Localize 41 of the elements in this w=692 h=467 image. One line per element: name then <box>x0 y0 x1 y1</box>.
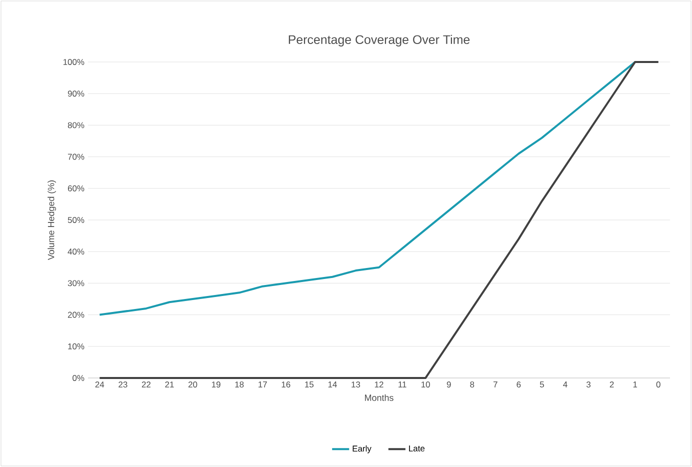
x-tick-label: 22 <box>142 382 150 388</box>
y-tick-label: 0% <box>72 374 84 381</box>
y-tick-label: 80% <box>68 122 84 128</box>
x-axis-title: Months <box>365 394 394 401</box>
x-tick-label: 18 <box>235 382 244 388</box>
x-tick-label: 0 <box>656 382 660 388</box>
legend-label: Early <box>352 445 372 454</box>
x-tick-label: 24 <box>95 382 104 388</box>
x-tick-label: 1 <box>633 382 638 388</box>
x-tick-label: 9 <box>446 382 451 388</box>
x-tick-label: 3 <box>586 382 591 388</box>
legend-label: Late <box>409 446 425 452</box>
x-tick-label: 16 <box>282 382 290 388</box>
x-tick-label: 23 <box>118 382 128 388</box>
x-tick-label: 20 <box>188 382 198 388</box>
y-tick-label: 20% <box>68 312 84 318</box>
y-tick-label: 30% <box>68 280 84 286</box>
x-tick-label: 19 <box>212 382 220 388</box>
y-tick-label: 40% <box>68 248 84 255</box>
x-tick-label: 7 <box>493 382 498 388</box>
y-tick-label: 90% <box>68 90 84 97</box>
x-tick-label: 21 <box>165 382 174 388</box>
x-tick-label: 11 <box>398 382 406 388</box>
y-tick-label: 50% <box>68 216 84 223</box>
x-tick-label: 2 <box>610 382 614 388</box>
x-tick-label: 5 <box>540 382 544 388</box>
x-tick-label: 4 <box>563 382 568 388</box>
y-tick-label: 60% <box>68 185 84 192</box>
y-tick-label: 70% <box>68 154 84 160</box>
x-tick-label: 12 <box>374 382 384 388</box>
x-tick-label: 6 <box>516 382 521 388</box>
x-tick-label: 14 <box>328 382 337 388</box>
y-tick-label: 100% <box>63 58 84 65</box>
y-tick-label: 10% <box>68 343 84 350</box>
x-tick-label: 10 <box>422 382 430 388</box>
x-tick-label: 13 <box>352 382 360 388</box>
x-tick-label: 15 <box>305 382 314 388</box>
y-axis-title: Volume Hedged (%) <box>48 180 56 260</box>
x-tick-label: 17 <box>258 382 267 388</box>
x-tick-label: 8 <box>470 382 474 388</box>
chart-title: Percentage Coverage Over Time <box>288 34 470 46</box>
